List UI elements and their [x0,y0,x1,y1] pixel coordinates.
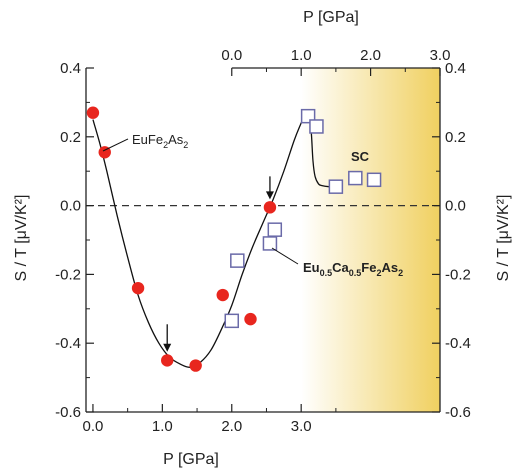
left-tick-label: -0.4 [55,335,81,352]
data-point-square [230,253,245,268]
bottom-tick-label: 1.0 [152,418,173,435]
left-axis-title: S / T [μV/K²] [13,195,30,282]
eufe2as2-label-leader [102,138,129,152]
right-tick-label: 0.0 [445,198,466,215]
data-point-circle [131,281,145,295]
data-point-square [348,170,363,186]
arrows [163,176,274,352]
data-point-circle [86,106,100,119]
left-tick-label: 0.2 [60,129,81,146]
right-tick-label: -0.6 [445,404,471,421]
markers [86,106,382,372]
fit-curve [92,111,336,368]
sc-label: SC [351,149,370,164]
data-point-circle [189,359,202,372]
top-tick-label: 2.0 [360,47,381,64]
arrow-head [163,343,172,352]
bottom-tick-label: 0.0 [83,418,104,435]
data-point-circle [161,354,174,367]
right-axis-title: S / T [μV/K²] [495,195,512,282]
data-point-square [309,119,324,134]
data-point-square [366,172,382,188]
left-tick-label: -0.2 [55,266,81,283]
top-axis-title: P [GPa] [303,9,359,26]
bottom-tick-label: 2.0 [221,418,242,435]
left-tick-label: 0.4 [60,60,81,77]
top-tick-label: 0.0 [221,47,242,64]
right-tick-label: 0.2 [445,129,466,146]
data-point-square [262,236,278,251]
tick-labels: 0.0 1.0 2.0 3.0 0.0 1.0 2.0 3.0 -0.6 -0.4 -0.2 0.0 0… [55,47,471,435]
left-tick-label: 0.0 [60,198,81,215]
data-point-square [224,313,240,329]
eufe2as2-label: EuFe2As2 [132,132,188,150]
data-point-circle [244,312,257,326]
euca-label: Eu0.5Ca0.5Fe2As2 [303,260,403,278]
data-point-square [328,179,344,194]
top-tick-label: 3.0 [430,47,451,64]
data-point-circle [216,288,229,302]
arrow-head [265,191,274,200]
data-point-circle [263,201,277,214]
ticks [86,67,441,413]
sc-region [301,68,440,412]
bottom-axis-title: P [GPa] [163,451,219,468]
euca-label-leader [271,247,299,265]
top-tick-label: 1.0 [291,47,312,64]
right-tick-label: -0.2 [445,266,471,283]
left-tick-label: -0.6 [55,404,81,421]
data-point-square [267,222,283,237]
bottom-tick-label: 3.0 [291,418,312,435]
right-tick-label: -0.4 [445,335,471,352]
right-tick-label: 0.4 [445,60,466,77]
